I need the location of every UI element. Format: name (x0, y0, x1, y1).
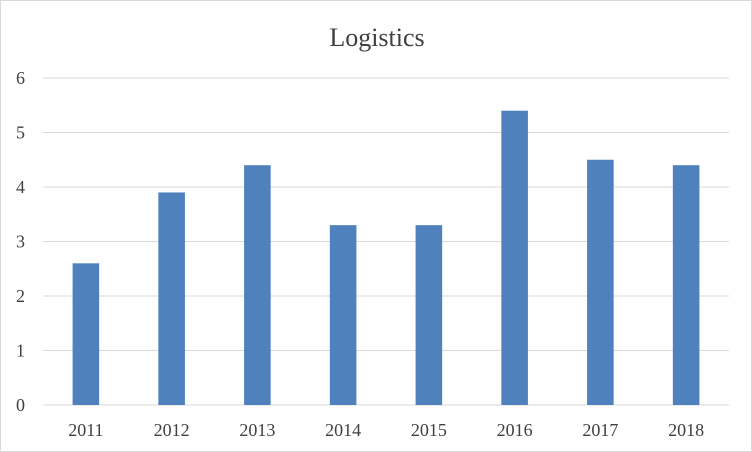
bar-2018 (672, 165, 700, 405)
bar-2017 (587, 159, 614, 405)
y-tick-label: 5 (16, 123, 25, 143)
bar-2013 (244, 165, 271, 405)
x-tick-label: 2018 (668, 420, 704, 440)
y-tick-label: 1 (16, 341, 25, 361)
x-tick-label: 2011 (68, 420, 103, 440)
x-axis-ticks: 2011 2012 2013 2014 2015 2016 2017 2018 (68, 420, 704, 440)
gridlines (43, 77, 729, 406)
bar-2014 (329, 225, 357, 405)
y-axis-ticks: 0 1 2 3 4 5 6 (16, 68, 25, 415)
bars (72, 110, 700, 405)
x-tick-label: 2013 (239, 420, 275, 440)
y-tick-label: 2 (16, 286, 25, 306)
x-tick-label: 2014 (325, 420, 361, 440)
x-tick-label: 2015 (411, 420, 447, 440)
y-tick-label: 3 (16, 232, 25, 252)
y-tick-label: 4 (16, 177, 25, 197)
x-tick-label: 2012 (154, 420, 190, 440)
bar-2012 (158, 192, 185, 405)
bar-2011 (72, 263, 100, 405)
x-tick-label: 2016 (497, 420, 533, 440)
y-tick-label: 0 (16, 395, 25, 415)
y-tick-label: 6 (16, 68, 25, 88)
chart-title: Logistics (329, 23, 424, 52)
bar-2015 (415, 225, 443, 405)
x-tick-label: 2017 (582, 420, 618, 440)
bar-2016 (501, 110, 528, 405)
